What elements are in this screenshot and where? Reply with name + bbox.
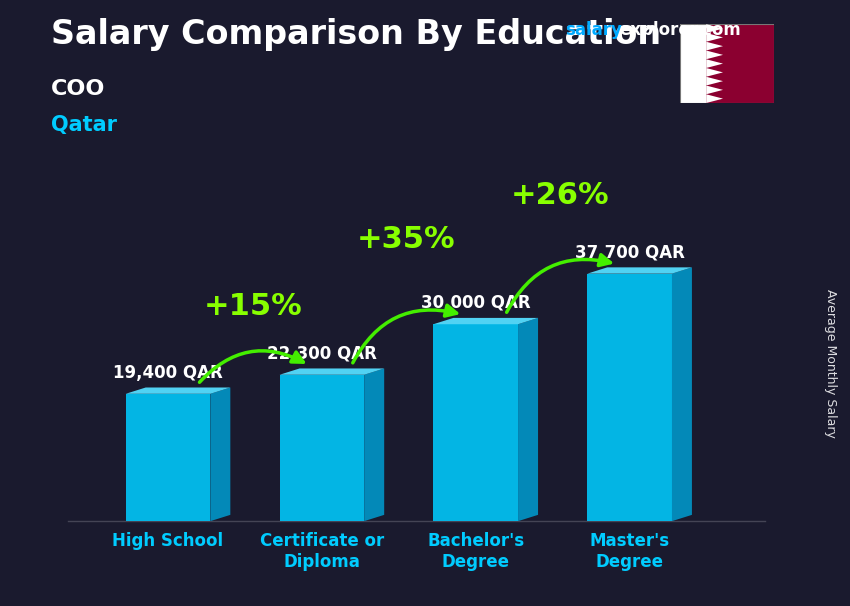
Text: salary: salary <box>565 21 622 39</box>
Polygon shape <box>706 95 723 103</box>
Polygon shape <box>680 24 706 103</box>
Text: 22,300 QAR: 22,300 QAR <box>267 345 377 363</box>
Polygon shape <box>210 387 230 521</box>
Polygon shape <box>706 33 723 42</box>
Polygon shape <box>126 394 210 521</box>
Polygon shape <box>280 375 364 521</box>
Polygon shape <box>706 24 774 103</box>
Polygon shape <box>364 368 384 521</box>
Polygon shape <box>434 324 518 521</box>
Polygon shape <box>706 42 723 50</box>
Polygon shape <box>587 267 692 274</box>
Text: 19,400 QAR: 19,400 QAR <box>113 364 223 382</box>
Polygon shape <box>434 318 538 324</box>
Text: Salary Comparison By Education: Salary Comparison By Education <box>51 18 661 51</box>
Polygon shape <box>706 24 723 33</box>
Polygon shape <box>706 77 723 85</box>
Text: 37,700 QAR: 37,700 QAR <box>575 244 684 262</box>
Polygon shape <box>706 68 723 77</box>
Polygon shape <box>706 85 723 95</box>
Text: 30,000 QAR: 30,000 QAR <box>421 295 530 312</box>
Text: +35%: +35% <box>357 225 456 254</box>
Polygon shape <box>280 368 384 375</box>
Polygon shape <box>672 267 692 521</box>
Polygon shape <box>587 274 672 521</box>
Text: +26%: +26% <box>511 181 609 210</box>
Polygon shape <box>706 59 723 68</box>
Text: +15%: +15% <box>203 291 302 321</box>
Polygon shape <box>706 50 723 59</box>
Text: COO: COO <box>51 79 105 99</box>
Polygon shape <box>126 387 230 394</box>
Text: Average Monthly Salary: Average Monthly Salary <box>824 289 837 438</box>
Polygon shape <box>518 318 538 521</box>
Text: explorer.com: explorer.com <box>619 21 740 39</box>
Text: Qatar: Qatar <box>51 115 117 135</box>
